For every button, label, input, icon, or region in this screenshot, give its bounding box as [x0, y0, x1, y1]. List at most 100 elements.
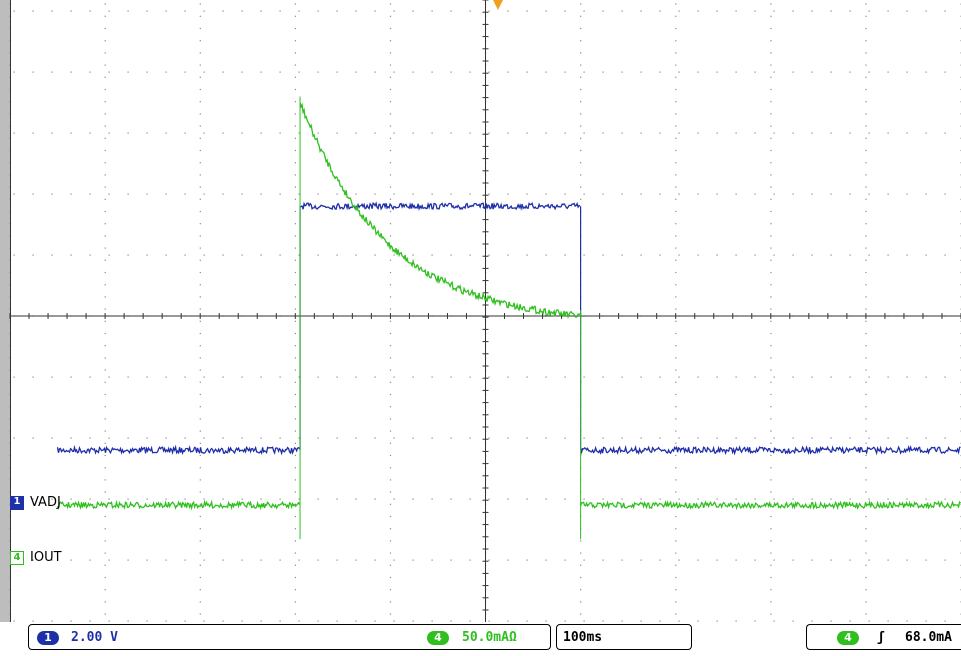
grid-dot [294, 308, 296, 310]
grid-dot [450, 132, 452, 134]
grid-dot [203, 132, 205, 134]
grid-dot [89, 71, 91, 73]
grid-dot [580, 64, 582, 66]
grid-dot [583, 498, 585, 500]
grid-dot [887, 620, 889, 622]
grid-dot [241, 376, 243, 378]
grid-dot [865, 467, 867, 469]
grid-dot [127, 10, 129, 12]
grid-dot [792, 132, 794, 134]
grid-dot [868, 193, 870, 195]
grid-dot [735, 71, 737, 73]
grid-dot [583, 254, 585, 256]
grid-dot [770, 210, 772, 213]
grid-dot [925, 10, 927, 12]
grid-dot [507, 437, 509, 439]
grid-dot [199, 613, 201, 615]
grid-dot [450, 498, 452, 500]
grid-dot [469, 376, 471, 378]
grid-dot [865, 40, 867, 42]
grid-dot [70, 620, 72, 622]
grid-dot [865, 418, 867, 420]
grid-dot [773, 193, 775, 195]
grid-dot [675, 88, 677, 91]
grid-dot [317, 193, 319, 195]
grid-dot [770, 15, 772, 17]
grid-dot [279, 193, 281, 195]
grid-dot [389, 589, 392, 591]
grid-dot [450, 71, 452, 73]
grid-dot [260, 376, 262, 378]
grid-dot [165, 559, 167, 561]
grid-dot [104, 52, 106, 54]
grid-dot [412, 254, 414, 256]
grid-dot [507, 498, 509, 500]
grid-dot [294, 259, 296, 261]
grid-dot [526, 71, 528, 73]
grid-dot [389, 76, 392, 78]
grid-dot [849, 498, 851, 500]
grid-dot [165, 71, 167, 73]
grid-dot [241, 10, 243, 12]
grid-dot [849, 559, 851, 561]
grid-dot [127, 71, 129, 73]
grid-dot [545, 559, 547, 561]
grid-dot [849, 71, 851, 73]
grid-dot [104, 308, 106, 310]
grid-dot [294, 113, 296, 115]
grid-dot [621, 376, 623, 378]
grid-dot [675, 491, 677, 493]
grid-dot [279, 437, 281, 439]
grid-dot [184, 193, 186, 195]
grid-dot [336, 10, 338, 12]
grid-dot [104, 27, 106, 30]
grid-dot [675, 467, 677, 469]
grid-dot [675, 235, 677, 237]
grid-dot [389, 52, 392, 54]
grid-dot [735, 193, 737, 195]
grid-dot [70, 498, 72, 500]
status-bar: 1 2.00 V 4 50.0mAΩ 100ms 4 ʃ 68.0mA [0, 622, 961, 656]
grid-dot [32, 254, 34, 256]
timebase-box[interactable]: 100ms [556, 624, 692, 650]
grid-dot [51, 254, 53, 256]
grid-dot [773, 498, 775, 500]
grid-dot [146, 559, 148, 561]
grid-dot [104, 284, 106, 286]
grid-dot [675, 540, 677, 542]
grid-dot [602, 620, 604, 622]
trigger-box[interactable]: 4 ʃ 68.0mA [806, 624, 961, 650]
grid-dot [199, 271, 201, 274]
grid-dot [678, 620, 680, 622]
grid-dot [944, 132, 946, 134]
grid-dot [294, 503, 296, 505]
grid-dot [51, 620, 53, 622]
grid-dot [70, 193, 72, 195]
grid-dot [602, 10, 604, 12]
grid-dot [203, 254, 205, 256]
grid-dot [675, 247, 677, 249]
grid-dot [580, 137, 582, 139]
grid-dot [545, 620, 547, 622]
grid-dot [104, 613, 106, 615]
grid-dot [104, 15, 106, 17]
grid-dot [469, 254, 471, 256]
grid-dot [298, 254, 300, 256]
grid-dot [222, 437, 224, 439]
grid-dot [203, 10, 205, 12]
channel-scale-box[interactable]: 1 2.00 V 4 50.0mAΩ [28, 624, 551, 650]
grid-dot [104, 64, 106, 66]
grid-dot [811, 132, 813, 134]
grid-dot [564, 620, 566, 622]
grid-dot [830, 559, 832, 561]
grid-dot [199, 479, 201, 481]
grid-dot [412, 498, 414, 500]
grid-dot [697, 71, 699, 73]
grid-dot [697, 620, 699, 622]
grid-dot [659, 193, 661, 195]
grid-dot [294, 52, 296, 54]
grid-dot [222, 132, 224, 134]
grid-dot [675, 15, 677, 17]
grid-dot [621, 559, 623, 561]
grid-dot [830, 132, 832, 134]
